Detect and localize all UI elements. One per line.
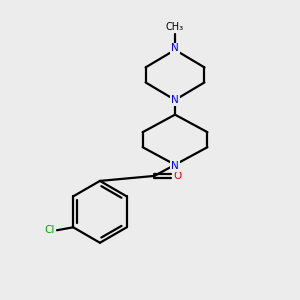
Text: CH₃: CH₃ — [166, 22, 184, 32]
Text: Cl: Cl — [44, 225, 55, 235]
Text: O: O — [173, 171, 181, 181]
Text: N: N — [171, 161, 179, 171]
Text: N: N — [171, 95, 179, 105]
Text: N: N — [171, 44, 179, 53]
